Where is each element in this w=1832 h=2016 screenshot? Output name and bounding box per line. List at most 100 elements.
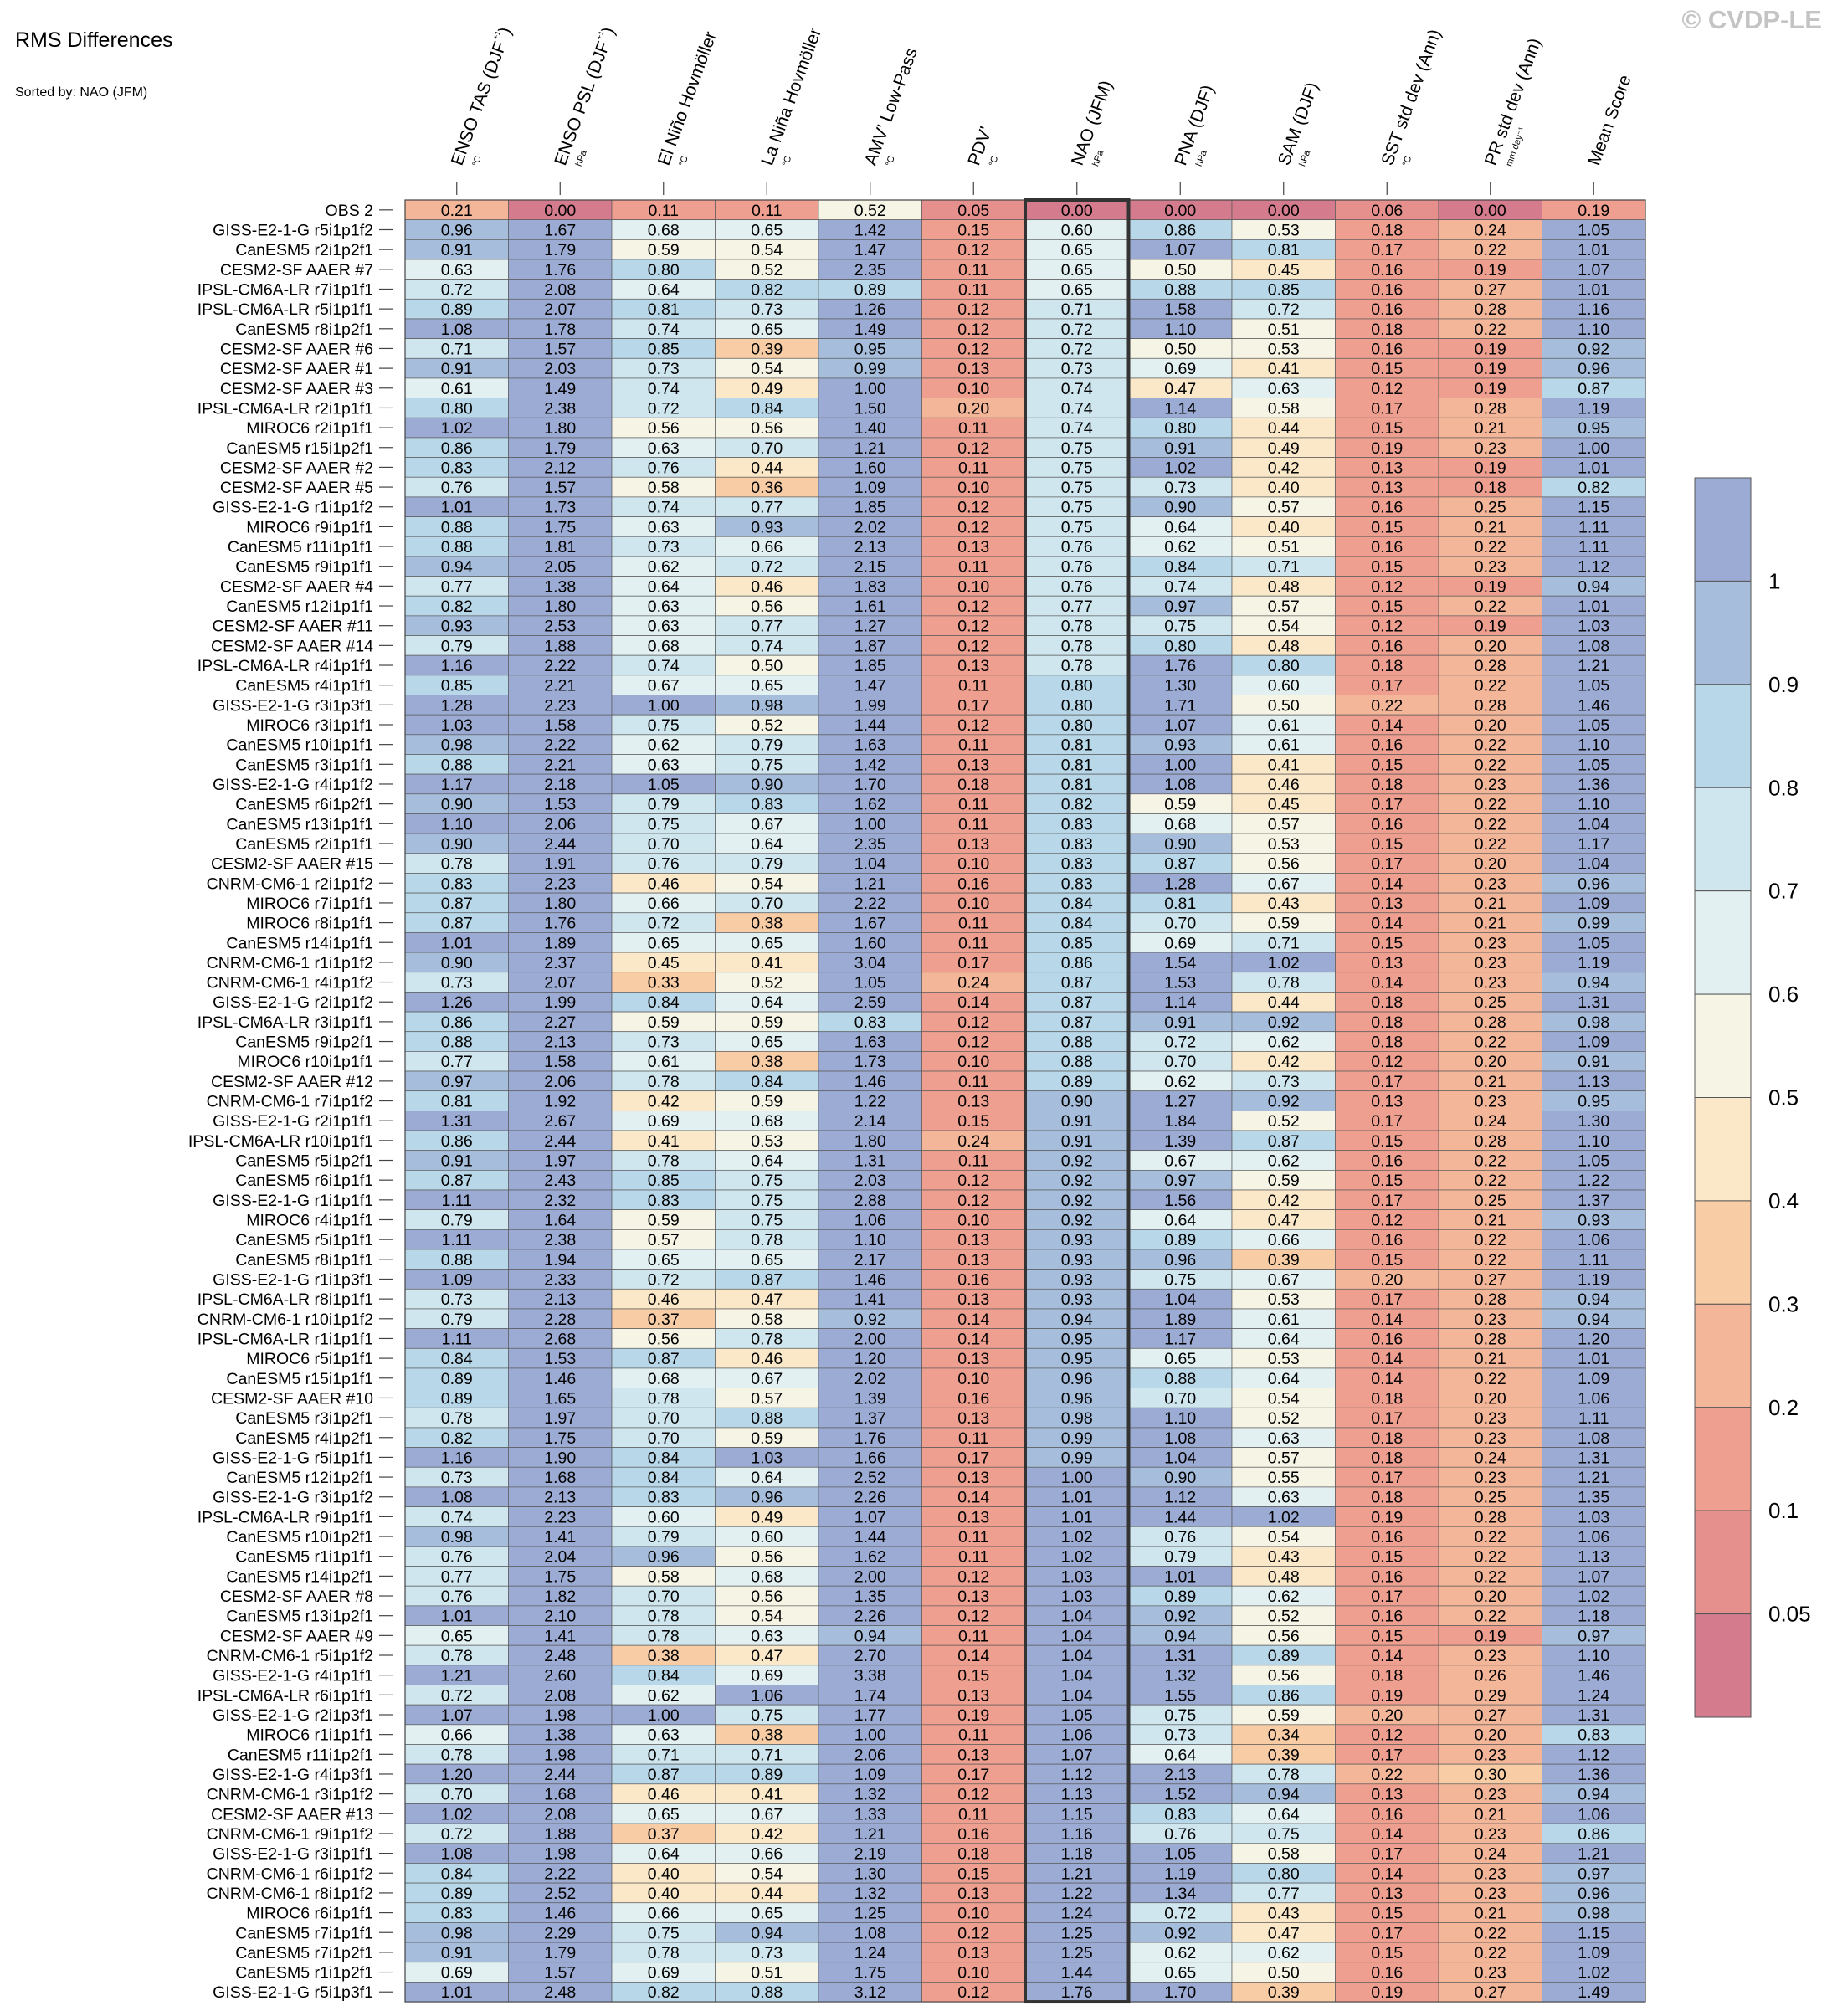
cell-value: 0.96 <box>1061 1370 1093 1388</box>
cell-value: 0.77 <box>441 1053 473 1071</box>
cell-value: 0.64 <box>648 280 680 299</box>
cell-value: 1.01 <box>441 934 473 952</box>
cell-value: 0.23 <box>1475 1647 1506 1665</box>
cell-value: 2.22 <box>854 895 886 913</box>
cell-value: 0.83 <box>854 1013 886 1032</box>
row-label: CESM2-SF AAER #9 <box>220 1627 373 1645</box>
cell-value: 0.40 <box>1268 518 1300 536</box>
cell-value: 0.22 <box>1475 677 1506 695</box>
row-label: MIROC6 r9i1p1f1 <box>246 518 373 536</box>
cell-value: 0.94 <box>1061 1311 1093 1329</box>
cell-value: 1.52 <box>1164 1786 1196 1804</box>
cell-value: 1.15 <box>1061 1805 1093 1824</box>
legend-swatch <box>1694 993 1752 1099</box>
cell-value: 0.84 <box>1164 558 1196 577</box>
cell-value: 0.11 <box>958 1152 989 1171</box>
cell-value: 0.11 <box>958 677 989 695</box>
cell-value: 0.57 <box>1268 815 1300 834</box>
cell-value: 0.21 <box>1475 1350 1506 1368</box>
cell-value: 0.18 <box>1371 657 1403 675</box>
cell-value: 0.23 <box>1475 776 1506 794</box>
cell-value: 1.47 <box>854 241 886 259</box>
cell-value: 0.14 <box>1371 716 1403 735</box>
cell-value: 0.17 <box>1371 241 1403 259</box>
cell-value: 0.15 <box>1371 835 1403 854</box>
cell-value: 0.41 <box>648 1132 680 1151</box>
cell-value: 2.18 <box>544 776 576 794</box>
legend-label: 1 <box>1768 568 1780 593</box>
cell-value: 0.65 <box>1061 280 1093 299</box>
cell-value: 1.44 <box>854 716 886 735</box>
cell-value: 2.05 <box>544 558 576 577</box>
cell-value: 1.68 <box>544 1786 576 1804</box>
cell-value: 0.84 <box>441 1350 473 1368</box>
cell-value: 0.25 <box>1475 1489 1506 1507</box>
row-label: GISS-E2-1-G r2i1p1f1 <box>213 1112 373 1131</box>
cell-value: 0.82 <box>441 1429 473 1448</box>
cell-value: 1.09 <box>1578 1370 1609 1388</box>
cell-value: 1.31 <box>441 1112 473 1131</box>
cell-value: 1.32 <box>854 1786 886 1804</box>
cell-value: 1.57 <box>544 340 576 358</box>
cell-value: 0.21 <box>1475 1805 1506 1824</box>
cell-value: 0.20 <box>1475 637 1506 655</box>
cell-value: 0.53 <box>1268 835 1300 854</box>
cell-value: 0.78 <box>441 1746 473 1764</box>
cell-value: 0.39 <box>1268 1251 1300 1270</box>
cell-value: 1.88 <box>544 637 576 655</box>
cell-value: 0.77 <box>751 618 783 636</box>
cell-value: 0.24 <box>957 974 989 993</box>
cell-value: 0.90 <box>1164 1469 1196 1487</box>
cell-value: 1.49 <box>854 321 886 339</box>
column-header: El Niño Hovmöller°C <box>654 29 721 168</box>
cell-value: 0.64 <box>1164 518 1196 536</box>
cell-value: 0.13 <box>1371 479 1403 497</box>
cell-value: 0.30 <box>1475 1766 1506 1784</box>
cell-value: 1.01 <box>441 1608 473 1626</box>
cell-value: 2.43 <box>544 1172 576 1190</box>
row-label: GISS-E2-1-G r4i1p1f2 <box>213 776 373 794</box>
row-label: CNRM-CM6-1 r2i1p1f2 <box>207 875 373 893</box>
cell-value: 0.78 <box>1268 1766 1300 1784</box>
cell-value: 1.12 <box>1061 1766 1093 1784</box>
cell-value: 1.08 <box>1164 1429 1196 1448</box>
cell-value: 0.65 <box>648 934 680 952</box>
cell-value: 0.96 <box>751 1489 783 1507</box>
cell-value: 0.10 <box>957 1964 989 1983</box>
cell-value: 0.75 <box>1061 479 1093 497</box>
column-header: PR std dev (Ann)mm day⁻¹ <box>1481 36 1545 168</box>
cell-value: 0.74 <box>1061 419 1093 438</box>
column-unit: °C <box>988 155 1001 168</box>
cell-value: 2.00 <box>854 1330 886 1348</box>
cell-value: 0.64 <box>1164 1746 1196 1764</box>
cell-value: 0.12 <box>1371 618 1403 636</box>
cell-value: 0.61 <box>1268 736 1300 755</box>
cell-value: 0.94 <box>1268 1786 1300 1804</box>
cell-value: 0.48 <box>1268 577 1300 596</box>
cell-value: 1.01 <box>1061 1508 1093 1526</box>
row-label: CanESM5 r10i1p2f1 <box>226 1528 373 1547</box>
cell-value: 0.47 <box>1268 1211 1300 1229</box>
cell-value: 0.11 <box>958 934 989 952</box>
cell-value: 0.58 <box>1268 399 1300 418</box>
cell-value: 0.84 <box>648 993 680 1012</box>
cell-value: 1.02 <box>1061 1548 1093 1567</box>
cell-value: 0.12 <box>957 1924 989 1942</box>
cell-value: 0.83 <box>441 875 473 893</box>
cell-value: 1.00 <box>648 696 680 715</box>
cell-value: 0.16 <box>1371 637 1403 655</box>
cell-value: 0.91 <box>1578 1053 1609 1071</box>
cell-value: 1.11 <box>1578 538 1609 557</box>
cell-value: 0.76 <box>1061 538 1093 557</box>
row-label: CESM2-SF AAER #14 <box>211 637 373 655</box>
cell-value: 0.12 <box>957 1192 989 1210</box>
column-title: La Niña Hovmöller <box>757 26 825 168</box>
cell-value: 1.32 <box>854 1885 886 1903</box>
cell-value: 0.73 <box>751 1944 783 1962</box>
cell-value: 0.78 <box>648 1627 680 1645</box>
cell-value: 0.49 <box>751 1508 783 1526</box>
cell-value: 2.12 <box>544 459 576 477</box>
cell-value: 2.13 <box>1164 1766 1196 1784</box>
cell-value: 1.07 <box>1578 261 1609 280</box>
cell-value: 1.01 <box>1578 598 1609 616</box>
